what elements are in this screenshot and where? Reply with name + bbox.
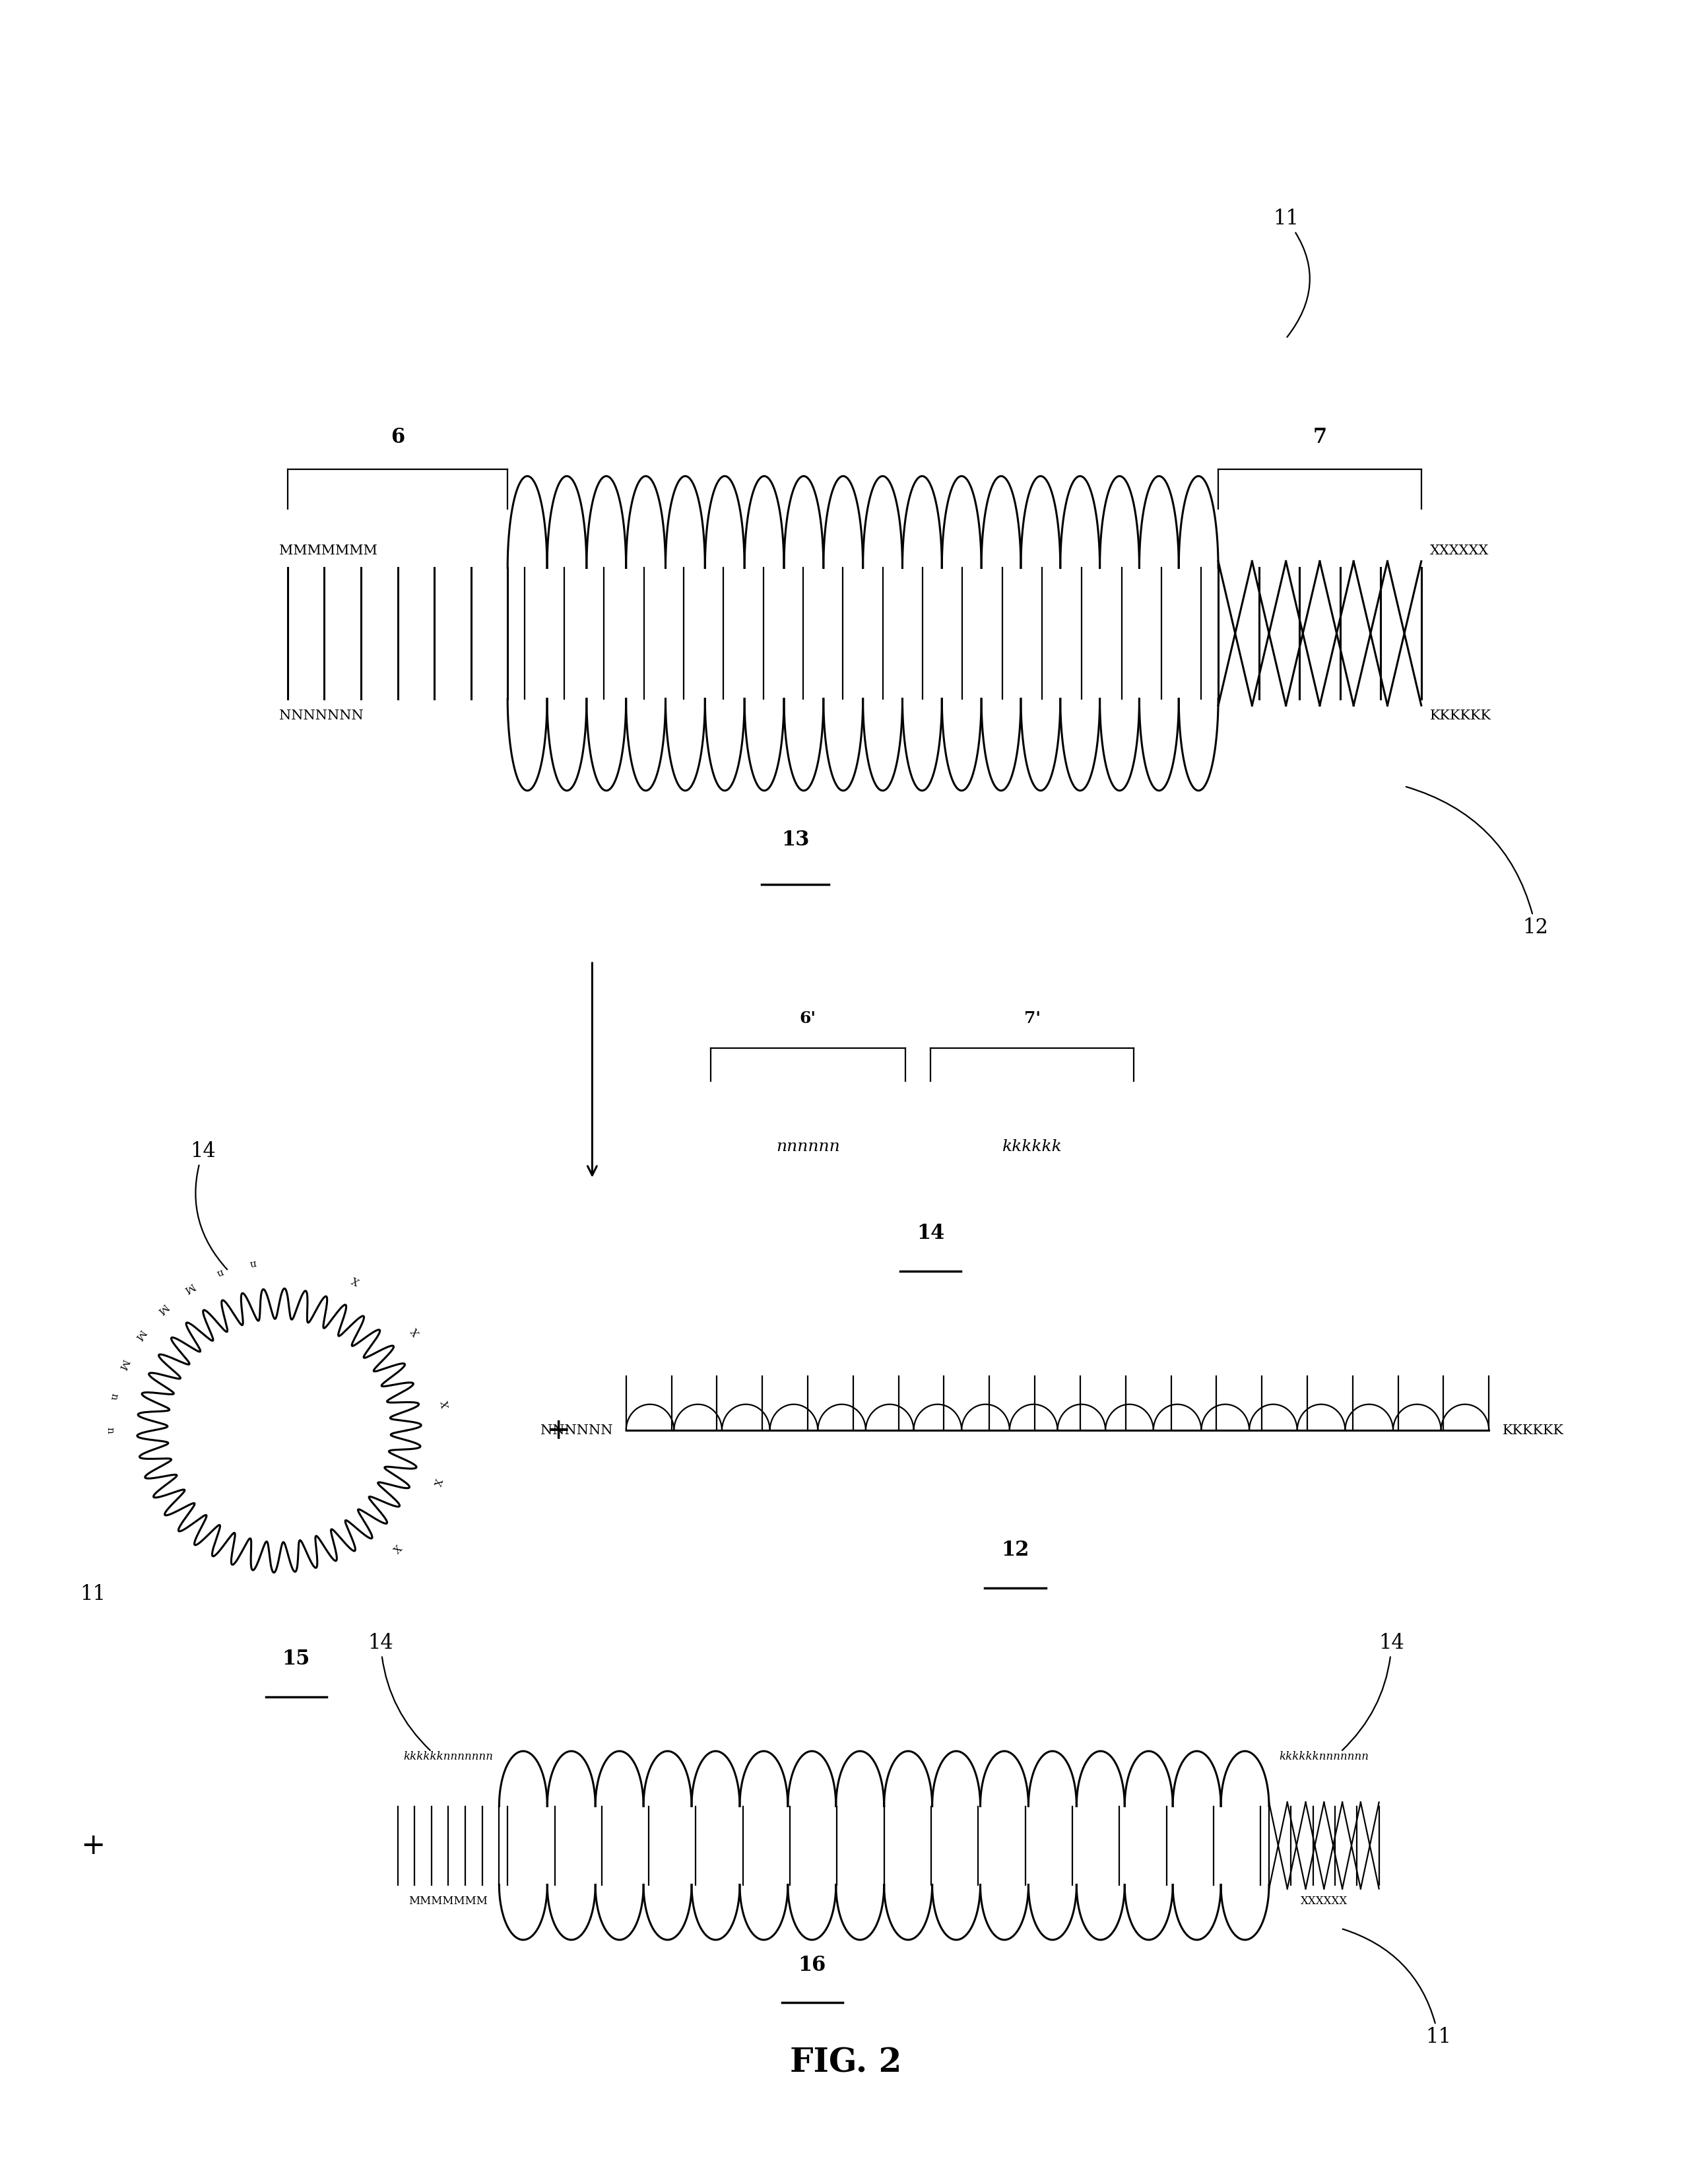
Text: 13: 13 [782, 830, 809, 850]
Text: 6': 6' [800, 1011, 816, 1026]
Text: kkkkkknnnnnnn: kkkkkknnnnnnn [403, 1752, 494, 1762]
Text: 12: 12 [1002, 1540, 1029, 1559]
Text: XXXXXX: XXXXXX [1301, 1896, 1347, 1907]
Text: n: n [249, 1258, 257, 1269]
Text: X: X [350, 1273, 362, 1286]
Text: 14: 14 [917, 1223, 944, 1243]
Text: 14: 14 [367, 1634, 430, 1749]
Text: M: M [183, 1280, 196, 1293]
Text: KKKKKK: KKKKKK [1502, 1424, 1563, 1437]
Text: X: X [435, 1479, 445, 1487]
Text: NNNNNN: NNNNNN [540, 1424, 613, 1437]
Text: 7: 7 [1313, 428, 1327, 448]
Text: X: X [409, 1326, 421, 1337]
Text: X: X [393, 1544, 404, 1555]
Text: 14: 14 [190, 1142, 227, 1269]
Text: n: n [108, 1393, 118, 1400]
Text: kkkkkk: kkkkkk [1002, 1140, 1063, 1153]
Text: nnnnnn: nnnnnn [777, 1140, 839, 1153]
Text: XXXXXX: XXXXXX [1430, 544, 1489, 557]
Text: M: M [134, 1328, 147, 1341]
Text: M: M [117, 1358, 130, 1372]
Text: NNNNNNN: NNNNNNN [279, 710, 364, 723]
Text: KKKKKK: KKKKKK [1430, 710, 1491, 723]
Text: n: n [105, 1428, 115, 1433]
Text: 7': 7' [1024, 1011, 1041, 1026]
Text: +: + [547, 1415, 570, 1446]
Text: 16: 16 [799, 1955, 826, 1974]
Text: 15: 15 [283, 1649, 310, 1669]
Text: MMMMMMM: MMMMMMM [409, 1896, 487, 1907]
Text: n: n [215, 1267, 225, 1278]
Text: 6: 6 [391, 428, 404, 448]
Text: 11: 11 [1343, 1928, 1452, 2046]
Text: 14: 14 [1342, 1634, 1404, 1749]
Text: +: + [81, 1830, 105, 1861]
Text: 12: 12 [1406, 786, 1548, 937]
Text: X: X [442, 1400, 452, 1409]
Text: M: M [156, 1302, 169, 1315]
Text: kkkkkknnnnnnn: kkkkkknnnnnnn [1279, 1752, 1369, 1762]
Text: 11: 11 [1272, 210, 1310, 336]
Text: FIG. 2: FIG. 2 [790, 2046, 902, 2079]
Text: 11: 11 [80, 1583, 107, 1605]
Text: MMMMMMM: MMMMMMM [279, 544, 377, 557]
